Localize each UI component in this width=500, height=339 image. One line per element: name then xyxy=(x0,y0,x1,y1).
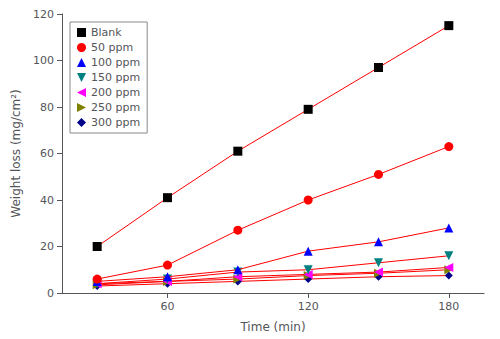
svg-text:0: 0 xyxy=(47,287,54,300)
svg-text:300 ppm: 300 ppm xyxy=(91,116,140,129)
svg-text:60: 60 xyxy=(161,300,175,313)
svg-text:Weight loss (mg/cm²): Weight loss (mg/cm²) xyxy=(9,89,23,217)
svg-text:100 ppm: 100 ppm xyxy=(91,56,140,69)
svg-text:120: 120 xyxy=(298,300,319,313)
svg-text:50 ppm: 50 ppm xyxy=(91,41,133,54)
svg-text:150 ppm: 150 ppm xyxy=(91,71,140,84)
svg-text:200 ppm: 200 ppm xyxy=(91,86,140,99)
svg-text:80: 80 xyxy=(40,101,54,114)
svg-text:40: 40 xyxy=(40,194,54,207)
svg-text:100: 100 xyxy=(33,54,54,67)
svg-text:20: 20 xyxy=(40,240,54,253)
svg-text:60: 60 xyxy=(40,147,54,160)
svg-text:120: 120 xyxy=(33,8,54,21)
svg-text:180: 180 xyxy=(438,300,459,313)
svg-text:Time (min): Time (min) xyxy=(239,320,305,334)
svg-text:Blank: Blank xyxy=(91,26,122,39)
svg-text:250 ppm: 250 ppm xyxy=(91,101,140,114)
